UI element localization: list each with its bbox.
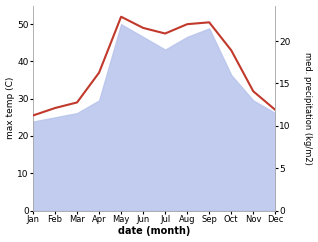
- Y-axis label: med. precipitation (kg/m2): med. precipitation (kg/m2): [303, 52, 313, 165]
- X-axis label: date (month): date (month): [118, 227, 190, 236]
- Y-axis label: max temp (C): max temp (C): [5, 77, 15, 139]
